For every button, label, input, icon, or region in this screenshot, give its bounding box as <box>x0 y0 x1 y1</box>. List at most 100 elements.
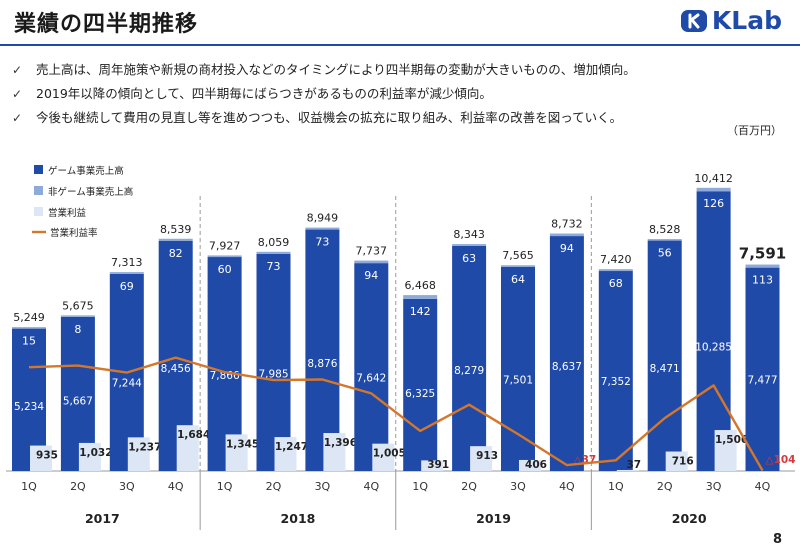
nongame-sales-bar <box>256 251 291 254</box>
game-sales-label: 5,234 <box>14 401 44 413</box>
nongame-sales-label: 8 <box>74 323 81 336</box>
total-sales-label: 8,732 <box>551 218 583 231</box>
total-sales-label: 8,528 <box>649 223 681 236</box>
operating-profit-label: 1,506 <box>715 434 748 446</box>
legend-label: 非ゲーム事業売上高 <box>48 186 133 198</box>
operating-profit-label: 1,345 <box>226 438 259 450</box>
nongame-sales-label: 94 <box>364 269 378 282</box>
operating-profit-bar <box>30 445 52 471</box>
operating-profit-bar <box>616 469 639 471</box>
operating-profit-label: 1,396 <box>324 437 357 449</box>
bullet-item: ✓ 売上高は、周年施策や新規の商材投入などのタイミングにより四半期毎の変動が大きい… <box>12 58 636 82</box>
nongame-sales-label: 15 <box>22 335 36 348</box>
legend-label: ゲーム事業売上高 <box>48 165 124 177</box>
nongame-sales-label: 64 <box>511 273 525 286</box>
operating-margin-line <box>28 356 764 472</box>
game-sales-bar <box>598 271 633 471</box>
klab-logo: KLab <box>680 6 782 35</box>
quarter-tick-label: 1Q <box>412 480 428 493</box>
operating-profit-bar <box>225 434 248 471</box>
nongame-sales-label: 69 <box>120 280 134 293</box>
quarter-tick-label: 3Q <box>119 480 135 493</box>
game-sales-label: 7,244 <box>112 377 142 389</box>
total-sales-label: 7,313 <box>111 256 143 269</box>
nongame-sales-bar <box>354 260 389 264</box>
total-sales-label: 6,468 <box>404 279 436 292</box>
operating-profit-bar <box>372 443 395 471</box>
operating-profit-bar <box>470 446 493 471</box>
klab-logo-text: KLab <box>711 6 782 35</box>
game-sales-label: 7,985 <box>258 369 288 381</box>
nongame-sales-bar <box>305 227 340 230</box>
operating-profit-bar <box>176 425 199 471</box>
nongame-sales-bar <box>647 239 682 241</box>
quarter-tick-label: 3Q <box>315 480 331 493</box>
nongame-sales-bar <box>598 269 633 272</box>
game-sales-label: 6,325 <box>405 388 435 400</box>
total-sales-label: 7,591 <box>739 245 786 263</box>
bullet-text: 今後も継続して費用の見直し等を進めつつも、収益機会の拡充に取り組み、利益率の改善… <box>36 110 623 125</box>
nongame-sales-bar <box>403 295 438 299</box>
operating-profit-label: 913 <box>476 450 498 462</box>
total-sales-label: 7,737 <box>356 245 388 258</box>
bullet-item: ✓ 今後も継続して費用の見直し等を進めつつも、収益機会の拡充に取り組み、利益率の改… <box>12 106 636 130</box>
total-sales-label: 7,420 <box>600 253 632 266</box>
nongame-sales-label: 113 <box>752 274 773 287</box>
klab-logo-icon <box>680 8 708 34</box>
total-sales-label: 8,949 <box>307 212 339 225</box>
total-sales-label: 8,539 <box>160 223 192 236</box>
total-sales-label: 7,927 <box>209 239 241 252</box>
game-sales-bar <box>305 229 340 471</box>
operating-profit-label: 391 <box>427 459 449 471</box>
nongame-sales-bar <box>12 327 46 329</box>
game-sales-bar <box>696 191 731 472</box>
unit-label: （百万円） <box>727 124 782 137</box>
nongame-sales-bar <box>452 244 487 246</box>
quarter-tick-label: 4Q <box>363 480 379 493</box>
nongame-sales-bar <box>158 238 193 241</box>
total-sales-label: 8,059 <box>258 236 290 249</box>
game-sales-bar <box>256 253 291 471</box>
quarter-tick-label: 2Q <box>70 480 86 493</box>
summary-bullets: ✓ 売上高は、周年施策や新規の商材投入などのタイミングにより四半期毎の変動が大きい… <box>12 58 636 130</box>
nongame-sales-bar <box>109 272 144 274</box>
operating-profit-label: 1,247 <box>275 441 308 453</box>
game-sales-bar <box>549 236 584 471</box>
game-sales-label: 8,637 <box>552 361 582 373</box>
game-sales-label: 10,285 <box>695 342 732 354</box>
nongame-sales-label: 73 <box>267 260 281 273</box>
operating-profit-label: 935 <box>36 450 58 462</box>
operating-profit-label: 1,032 <box>79 447 112 459</box>
operating-profit-label: 1,237 <box>128 441 161 453</box>
operating-profit-bar <box>127 437 150 471</box>
legend-swatch <box>34 165 43 174</box>
quarter-tick-label: 2Q <box>657 480 673 493</box>
operating-profit-bar <box>421 460 444 471</box>
game-sales-label: 8,876 <box>307 358 337 370</box>
quarter-tick-label: 1Q <box>21 480 37 493</box>
operating-profit-label: △104 <box>766 454 796 466</box>
nongame-sales-label: 73 <box>315 236 329 249</box>
game-sales-bar <box>354 263 389 471</box>
quarter-tick-label: 4Q <box>755 480 771 493</box>
operating-profit-bar <box>714 430 737 471</box>
year-label: 2017 <box>85 511 120 526</box>
game-sales-bar <box>745 267 780 471</box>
bullet-text: 2019年以降の傾向として、四半期毎にばらつきがあるものの利益率が減少傾向。 <box>36 86 492 101</box>
nongame-sales-bar <box>549 233 584 237</box>
nongame-sales-label: 60 <box>218 263 232 276</box>
game-sales-bar <box>452 245 487 471</box>
quarter-tick-label: 2Q <box>461 480 477 493</box>
game-sales-label: 8,279 <box>454 365 484 377</box>
operating-profit-label: 716 <box>672 456 694 468</box>
legend-swatch <box>34 207 43 216</box>
total-sales-label: 10,412 <box>694 172 733 185</box>
checkmark-icon: ✓ <box>12 63 23 77</box>
total-sales-label: 8,343 <box>453 228 485 241</box>
quarter-tick-label: 2Q <box>266 480 282 493</box>
nongame-sales-label: 56 <box>658 247 672 260</box>
legend-label: 営業利益 <box>48 207 87 219</box>
game-sales-label: 7,352 <box>601 376 631 388</box>
quarter-tick-label: 4Q <box>559 480 575 493</box>
operating-profit-label: 1,684 <box>177 429 210 441</box>
